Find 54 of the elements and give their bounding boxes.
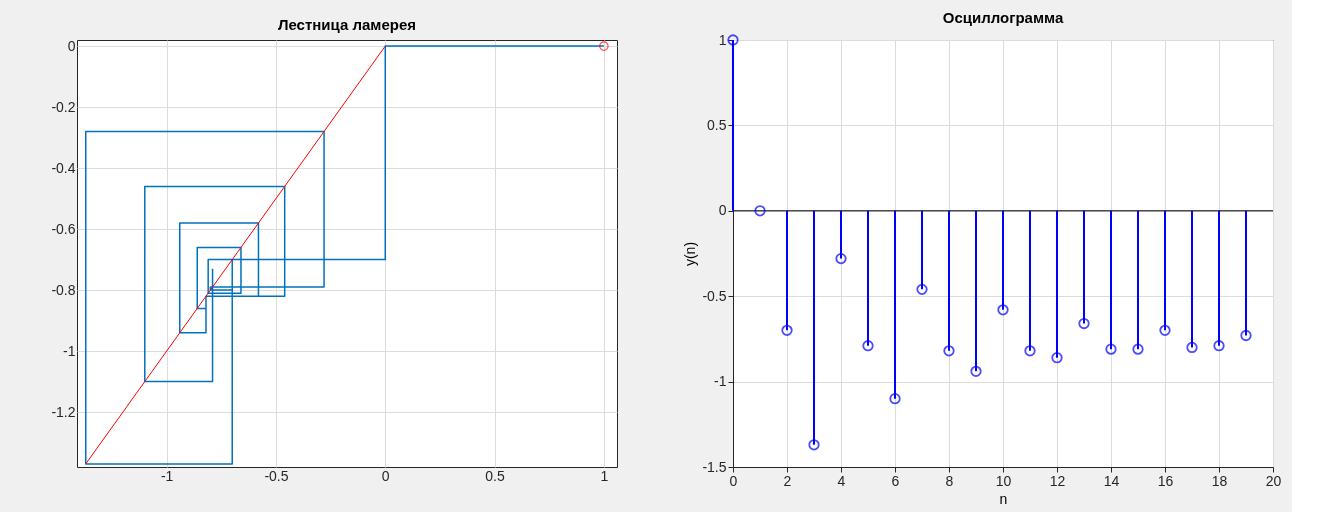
x-tick-label: 1: [600, 467, 609, 484]
point: [835, 252, 847, 265]
point: [1051, 352, 1063, 364]
point: [1159, 324, 1171, 336]
x-tick-label: 0.5: [485, 467, 506, 484]
point: [970, 365, 982, 377]
x-tick-label: 10: [995, 472, 1012, 489]
x-tick-label: 6: [891, 472, 900, 489]
point: [1132, 343, 1144, 355]
y-tick-label: -1: [63, 342, 76, 359]
point: [808, 439, 820, 451]
x-tick-label: 14: [1103, 472, 1120, 489]
point: [862, 340, 874, 352]
point: [754, 205, 766, 217]
y-axis-title: y(n): [682, 241, 699, 267]
y-tick-label: -1.5: [702, 458, 727, 475]
point: [1105, 343, 1117, 355]
y-tick-label: -0.6: [51, 220, 76, 237]
x-tick-label: 16: [1157, 472, 1174, 489]
y-tick-label: 0: [718, 202, 727, 219]
x-tick-label: 8: [945, 472, 954, 489]
y-tick-label: 0.5: [707, 116, 727, 133]
x-tick-label: 0: [729, 472, 738, 489]
y-tick-label: -0.8: [51, 281, 76, 298]
point: [1024, 345, 1036, 357]
point: [916, 283, 928, 295]
point: [1213, 340, 1225, 352]
chart-title: Лестница ламерея: [277, 16, 417, 34]
x-tick-label: 12: [1049, 472, 1066, 489]
y-tick-label: -0.2: [51, 98, 76, 115]
x-tick-label: -0.5: [264, 467, 289, 484]
point: [781, 324, 793, 336]
chart-title: Осциллограмма: [942, 8, 1064, 26]
y-tick-label: -0.4: [51, 159, 76, 176]
x-axis-title: n: [999, 490, 1008, 507]
x-tick-label: 20: [1265, 472, 1282, 489]
x-tick-label: 2: [783, 472, 792, 489]
y-tick-label: 1: [718, 31, 727, 48]
point: [727, 34, 739, 46]
x-tick-label: 0: [381, 467, 390, 484]
point: [889, 393, 901, 405]
y-tick-label: -0.5: [702, 287, 727, 304]
x-tick-label: 4: [837, 472, 846, 489]
x-tick-label: 18: [1211, 472, 1228, 489]
y-tick-label: -1: [714, 373, 727, 390]
y-tick-label: 0: [67, 37, 76, 54]
y-tick-label: -1.2: [51, 403, 76, 420]
point: [1240, 329, 1252, 342]
x-tick-label: -1: [160, 467, 174, 484]
point: [1186, 341, 1198, 354]
point: [997, 304, 1009, 316]
point: [943, 345, 955, 357]
point: [1078, 317, 1090, 330]
line-series: [85, 45, 605, 465]
